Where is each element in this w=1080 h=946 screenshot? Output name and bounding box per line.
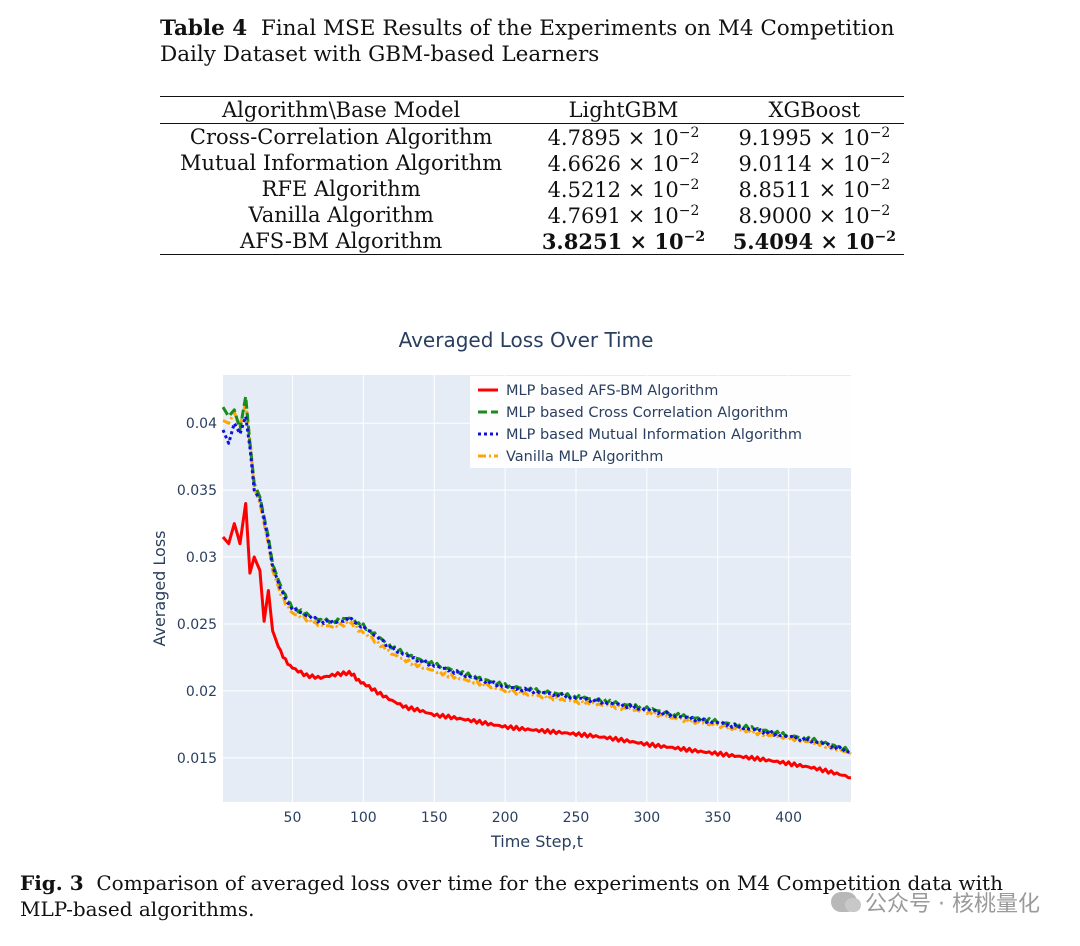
legend-box <box>470 376 852 468</box>
x-tick-label: 250 <box>563 810 590 826</box>
row-lgbm-value: 4.6626 × 10−2 <box>547 150 700 176</box>
table-row: Cross-Correlation Algorithm 4.7895 × 10−2… <box>160 124 904 151</box>
row-algorithm: AFS-BM Algorithm <box>240 229 443 253</box>
loss-chart: 50 100 150 200 250 300 350 400 0.015 0.02 0.025 0.0… <box>150 375 852 851</box>
y-tick-label: 0.03 <box>186 550 217 566</box>
x-tick-label: 50 <box>284 810 302 826</box>
x-axis-label: Time Step,t <box>490 832 583 851</box>
legend-entry: MLP based Mutual Information Algorithm <box>506 427 802 443</box>
table-row: RFE Algorithm 4.5212 × 10−2 8.8511 × 10−2 <box>160 176 904 202</box>
row-algorithm: Cross-Correlation Algorithm <box>189 125 493 149</box>
row-lgbm-value: 4.7691 × 10−2 <box>547 202 700 228</box>
row-xgb-value: 9.1995 × 10−2 <box>738 124 891 150</box>
y-tick-label: 0.025 <box>177 617 217 633</box>
mse-results-table: Algorithm\Base Model LightGBM XGBoost Cr… <box>160 96 904 255</box>
row-lgbm-value: 3.8251 × 10−2 <box>541 228 706 254</box>
table-header-row: Algorithm\Base Model LightGBM XGBoost <box>160 96 904 124</box>
x-tick-label: 150 <box>421 810 448 826</box>
y-tick-label: 0.04 <box>186 416 217 432</box>
x-tick-label: 200 <box>492 810 519 826</box>
watermark: 公众号 · 核桃量化 <box>831 886 1040 918</box>
y-axis-label: Averaged Loss <box>150 530 169 646</box>
table-row: Vanilla Algorithm 4.7691 × 10−2 8.9000 × 1… <box>160 202 904 228</box>
row-algorithm: RFE Algorithm <box>261 177 421 201</box>
wechat-icon <box>831 892 862 912</box>
row-algorithm: Vanilla Algorithm <box>248 203 434 227</box>
x-tick-label: 300 <box>633 810 660 826</box>
table-row: AFS-BM Algorithm 3.8251 × 10−2 5.4094 × 10… <box>160 228 904 255</box>
row-lgbm-value: 4.5212 × 10−2 <box>547 176 700 202</box>
table-row: Mutual Information Algorithm 4.6626 × 10−… <box>160 150 904 176</box>
x-tick-label: 350 <box>704 810 731 826</box>
row-xgb-value: 8.9000 × 10−2 <box>738 202 891 228</box>
header-xgboost: XGBoost <box>768 98 861 122</box>
header-lightgbm: LightGBM <box>568 98 679 122</box>
table-caption: Table 4 Final MSE Results of the Experim… <box>160 16 920 68</box>
chart-title: Averaged Loss Over Time <box>398 328 654 352</box>
y-tick-label: 0.035 <box>177 483 217 499</box>
watermark-text: 公众号 · 核桃量化 <box>865 892 1040 917</box>
table-title: Final MSE Results of the Experiments on … <box>160 16 895 67</box>
figure-caption: Fig. 3 Comparison of averaged loss over … <box>20 870 1050 922</box>
row-xgb-value: 8.8511 × 10−2 <box>738 176 891 202</box>
x-tick-label: 400 <box>775 810 802 826</box>
series-line-0 <box>221 502 852 780</box>
header-algorithm: Algorithm\Base Model <box>222 98 461 122</box>
legend-entry: Vanilla MLP Algorithm <box>506 449 663 465</box>
figure-caption-text: Comparison of averaged loss over time fo… <box>20 871 1003 921</box>
legend-entry: MLP based Cross Correlation Algorithm <box>506 405 788 421</box>
series-line-2 <box>221 415 852 754</box>
y-tick-label: 0.015 <box>177 751 217 767</box>
x-tick-label: 100 <box>350 810 377 826</box>
row-lgbm-value: 4.7895 × 10−2 <box>547 124 700 150</box>
row-xgb-value: 5.4094 × 10−2 <box>732 228 896 254</box>
y-tick-label: 0.02 <box>186 684 217 700</box>
legend-entry: MLP based AFS-BM Algorithm <box>506 383 718 399</box>
table-label: Table 4 <box>160 16 248 41</box>
row-algorithm: Mutual Information Algorithm <box>180 151 503 175</box>
row-xgb-value: 9.0114 × 10−2 <box>738 150 891 176</box>
figure-label: Fig. 3 <box>20 871 84 895</box>
